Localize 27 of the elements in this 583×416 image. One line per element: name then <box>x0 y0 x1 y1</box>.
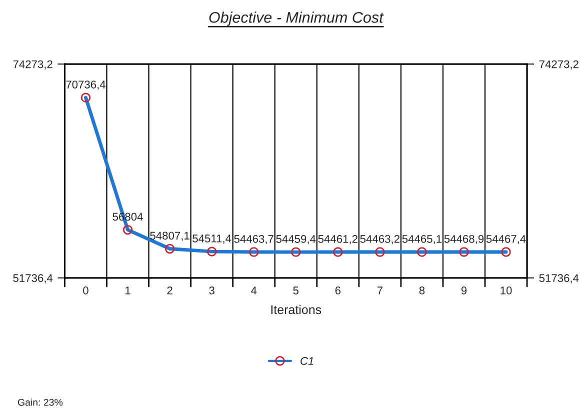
data-label: 54461,2 <box>318 235 358 244</box>
x-axis-title: Iterations <box>271 304 322 314</box>
legend-label: C1 <box>300 357 314 365</box>
x-tick-label: 7 <box>377 286 382 294</box>
data-label: 54463,2 <box>360 235 400 244</box>
y2-tick-label: 51736,4 <box>539 274 579 284</box>
data-label: 54459,4 <box>276 235 316 244</box>
data-label: 54511,4 <box>192 234 232 244</box>
data-label: 54468,9 <box>444 234 484 244</box>
x-tick-label: 6 <box>335 286 341 294</box>
x-tick-label: 9 <box>461 286 467 294</box>
data-label: 54463,7 <box>234 235 274 244</box>
chart-title: Objective - Minimum Cost <box>209 12 384 26</box>
x-tick-label: 1 <box>126 286 130 294</box>
data-label: 54807,1 <box>150 232 190 241</box>
data-label: 54465,1 <box>402 234 442 244</box>
x-tick-label: 2 <box>167 286 172 294</box>
y2-tick-label: 74273,2 <box>539 60 578 70</box>
text: Gain: 23% <box>18 398 63 406</box>
x-tick-label: 8 <box>419 286 425 294</box>
data-label: 70736,4 <box>66 80 106 90</box>
x-tick-label: 4 <box>251 286 257 294</box>
x-tick-label: 5 <box>293 286 298 294</box>
x-tick-label: 0 <box>83 286 88 294</box>
x-tick-label: 3 <box>209 286 214 294</box>
x-tick-label: 10 <box>500 286 512 294</box>
data-label: 54467,4 <box>486 234 526 244</box>
